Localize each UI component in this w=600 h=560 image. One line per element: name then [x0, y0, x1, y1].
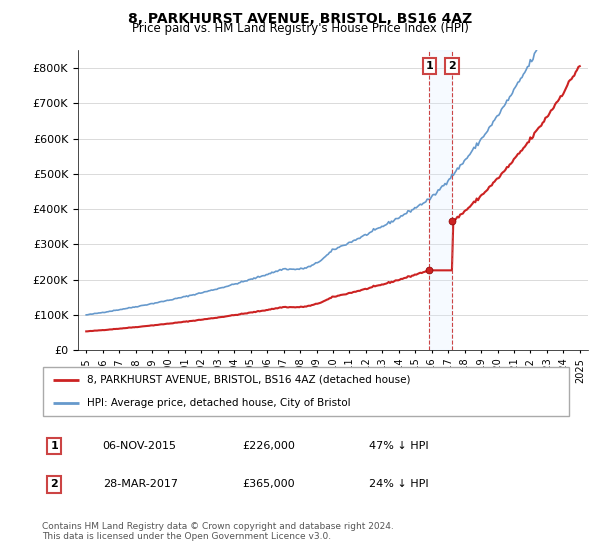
Text: Contains HM Land Registry data © Crown copyright and database right 2024.
This d: Contains HM Land Registry data © Crown c… — [42, 522, 394, 542]
Text: £365,000: £365,000 — [242, 479, 295, 489]
Text: 1: 1 — [50, 441, 58, 451]
Text: £226,000: £226,000 — [242, 441, 296, 451]
FancyBboxPatch shape — [43, 367, 569, 416]
Text: 24% ↓ HPI: 24% ↓ HPI — [370, 479, 429, 489]
Point — [448, 217, 457, 226]
Text: 8, PARKHURST AVENUE, BRISTOL, BS16 4AZ: 8, PARKHURST AVENUE, BRISTOL, BS16 4AZ — [128, 12, 472, 26]
Text: 47% ↓ HPI: 47% ↓ HPI — [370, 441, 429, 451]
Text: 2: 2 — [448, 61, 456, 71]
Text: HPI: Average price, detached house, City of Bristol: HPI: Average price, detached house, City… — [87, 398, 350, 408]
Text: 1: 1 — [425, 61, 433, 71]
Text: 06-NOV-2015: 06-NOV-2015 — [103, 441, 177, 451]
Text: 8, PARKHURST AVENUE, BRISTOL, BS16 4AZ (detached house): 8, PARKHURST AVENUE, BRISTOL, BS16 4AZ (… — [87, 375, 410, 385]
Bar — [429, 50, 452, 350]
Point — [424, 266, 434, 275]
Text: 28-MAR-2017: 28-MAR-2017 — [103, 479, 178, 489]
Text: 2: 2 — [50, 479, 58, 489]
Text: Price paid vs. HM Land Registry's House Price Index (HPI): Price paid vs. HM Land Registry's House … — [131, 22, 469, 35]
